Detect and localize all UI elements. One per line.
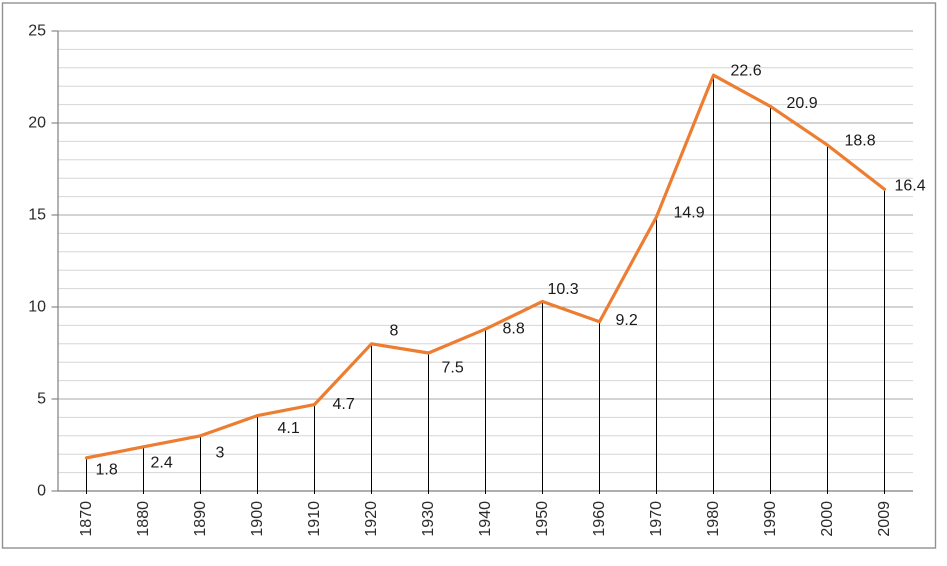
x-axis-tick-label: 1980 — [705, 501, 722, 537]
y-axis-tick-label: 25 — [28, 23, 46, 40]
data-point-label: 7.5 — [442, 360, 464, 377]
data-point-label: 18.8 — [845, 133, 876, 150]
x-axis-tick-label: 1990 — [762, 501, 779, 537]
x-axis-tick-label: 1950 — [534, 501, 551, 537]
x-axis-tick-label: 1970 — [648, 501, 665, 537]
y-axis-tick-label: 5 — [37, 391, 46, 408]
data-point-label: 9.2 — [616, 312, 638, 329]
data-point-label: 22.6 — [731, 63, 762, 80]
y-axis-tick-label: 0 — [37, 483, 46, 500]
data-point-label: 3 — [216, 444, 225, 461]
data-point-label: 20.9 — [787, 95, 818, 112]
data-point-label: 10.3 — [548, 281, 579, 298]
x-axis-tick-label: 1910 — [306, 501, 323, 537]
x-axis-tick-label: 1920 — [363, 501, 380, 537]
data-point-label: 1.8 — [96, 461, 118, 478]
data-point-label: 4.7 — [333, 396, 355, 413]
x-axis-tick-label: 1960 — [591, 501, 608, 537]
data-point-label: 4.1 — [278, 420, 300, 437]
x-axis-tick-label: 2009 — [876, 501, 893, 537]
x-axis-tick-label: 1870 — [78, 501, 95, 537]
series-line — [84, 73, 887, 460]
x-axis-tick-label: 2000 — [819, 501, 836, 537]
y-axis-tick-label: 15 — [28, 207, 46, 224]
x-axis-tick-label: 1890 — [192, 501, 209, 537]
data-point-label: 8.8 — [503, 321, 525, 338]
chart-border — [1, 2, 937, 549]
y-axis-tick-label: 20 — [28, 115, 46, 132]
y-axis-tick-label: 10 — [28, 299, 46, 316]
data-point-label: 14.9 — [674, 204, 705, 221]
x-axis-tick-label: 1900 — [249, 501, 266, 537]
data-point-label: 2.4 — [151, 454, 173, 471]
data-point-label: 16.4 — [895, 178, 926, 195]
x-axis-tick-label: 1930 — [420, 501, 437, 537]
x-axis-tick-label: 1880 — [135, 501, 152, 537]
data-point-label: 8 — [390, 322, 399, 339]
x-axis-tick-label: 1940 — [477, 501, 494, 537]
